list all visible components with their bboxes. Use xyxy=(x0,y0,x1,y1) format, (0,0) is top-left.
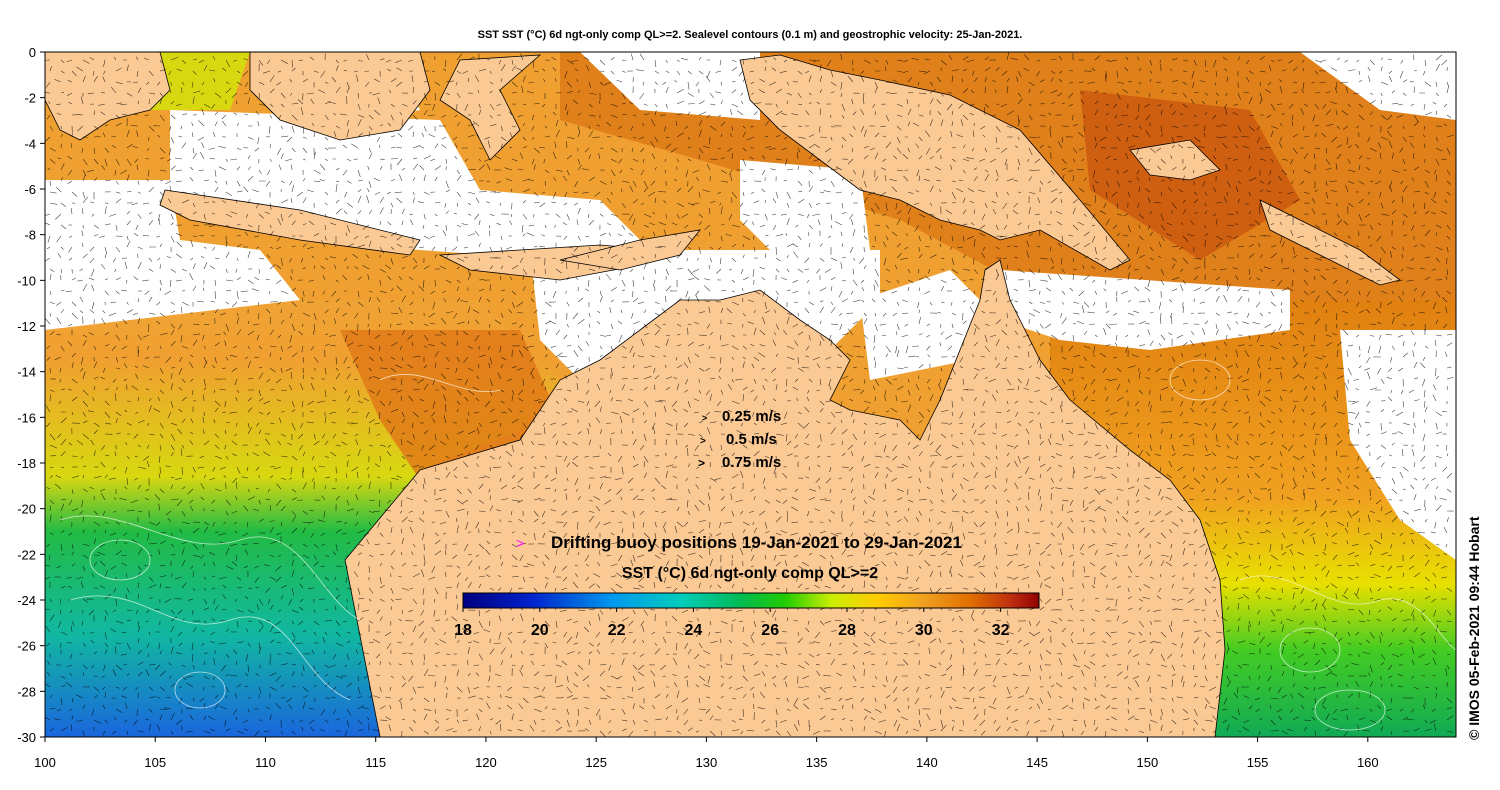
velocity-legend-label-1: 0.25 m/s xyxy=(722,408,781,425)
y-tick-label: -30 xyxy=(17,730,36,745)
y-tick-label: -6 xyxy=(24,182,36,197)
colorbar-tick-label: 32 xyxy=(992,622,1010,639)
velocity-legend-label-3: 0.75 m/s xyxy=(722,454,781,471)
y-tick-label: -28 xyxy=(17,684,36,699)
x-tick-label: 125 xyxy=(585,755,607,770)
x-axis: 100 105 110 115 120 125 130 135 140 145 150 155 160 xyxy=(34,737,1379,770)
colorbar-title: SST (°C) 6d ngt-only comp QL>=2 xyxy=(622,565,878,582)
x-tick-label: 115 xyxy=(365,755,386,770)
colorbar-tick-label: 20 xyxy=(531,622,549,639)
velocity-legend: > 0.25 m/s > 0.5 m/s > 0.75 m/s xyxy=(698,408,781,471)
timor xyxy=(559,229,701,271)
y-tick-label: -18 xyxy=(17,456,36,471)
velocity-legend-marker-2: > xyxy=(700,436,706,447)
buoy-marker: > xyxy=(516,535,524,551)
y-tick-label: -12 xyxy=(17,319,36,334)
y-tick-label: -20 xyxy=(17,502,36,517)
colorbar-gradient xyxy=(462,592,1040,609)
colorbar-tick-label: 18 xyxy=(454,622,472,639)
page-title: SST SST (°C) 6d ngt-only comp QL>=2. Sea… xyxy=(477,29,1023,41)
colorbar-tick-label: 30 xyxy=(915,622,933,639)
colorbar: SST (°C) 6d ngt-only comp QL>=2 18 20 22 24… xyxy=(454,565,1040,639)
sealevel-contours xyxy=(59,359,1456,731)
buoy-legend-label: Drifting buoy positions 19-Jan-2021 to 2… xyxy=(551,533,962,552)
colorbar-tick-label: 24 xyxy=(685,622,703,639)
y-tick-label: -14 xyxy=(17,365,36,380)
credit-text: © IMOS 05-Feb-2021 09:44 Hobart xyxy=(1466,516,1482,740)
australia xyxy=(344,259,1226,737)
solomon-islands xyxy=(1259,199,1401,286)
buoy-legend: > Drifting buoy positions 19-Jan-2021 to… xyxy=(516,533,962,552)
x-tick-label: 150 xyxy=(1136,755,1158,770)
colorbar-tick-label: 22 xyxy=(608,622,626,639)
x-tick-label: 160 xyxy=(1357,755,1379,770)
y-tick-label: -24 xyxy=(17,593,36,608)
sumatra xyxy=(45,52,171,141)
java xyxy=(159,189,421,256)
x-tick-label: 130 xyxy=(696,755,718,770)
colorbar-tick-label: 28 xyxy=(838,622,856,639)
velocity-legend-marker-1: > xyxy=(702,413,707,423)
x-tick-label: 155 xyxy=(1247,755,1269,770)
colorbar-tick-label: 26 xyxy=(761,622,779,639)
y-tick-label: -16 xyxy=(17,410,36,425)
plot-frame xyxy=(44,51,1457,738)
x-tick-label: 110 xyxy=(255,755,276,770)
map-plot-area xyxy=(45,52,1456,737)
x-tick-label: 135 xyxy=(806,755,828,770)
x-tick-label: 140 xyxy=(916,755,938,770)
vector-field-path xyxy=(45,52,1454,737)
x-tick-label: 100 xyxy=(34,755,56,770)
y-tick-label: -8 xyxy=(24,228,36,243)
y-tick-label: -22 xyxy=(17,547,36,562)
x-tick-label: 120 xyxy=(475,755,497,770)
new-guinea xyxy=(739,54,1131,271)
y-tick-label: -26 xyxy=(17,639,36,654)
velocity-legend-marker-3: > xyxy=(698,456,705,470)
geostrophic-velocity-vectors xyxy=(45,52,1454,737)
landmass xyxy=(45,52,1401,737)
west-sst-field xyxy=(45,52,560,737)
y-tick-label: -10 xyxy=(17,273,36,288)
x-tick-label: 145 xyxy=(1026,755,1048,770)
y-tick-label: -4 xyxy=(24,136,36,151)
y-tick-label: 0 xyxy=(29,45,36,60)
x-tick-label: 105 xyxy=(144,755,166,770)
y-axis: 0 -2 -4 -6 -8 -10 -12 -14 -16 -18 -20 -22 -24 -26 -28 -… xyxy=(17,45,45,745)
y-tick-label: -2 xyxy=(24,91,36,106)
velocity-legend-label-2: 0.5 m/s xyxy=(726,431,777,448)
